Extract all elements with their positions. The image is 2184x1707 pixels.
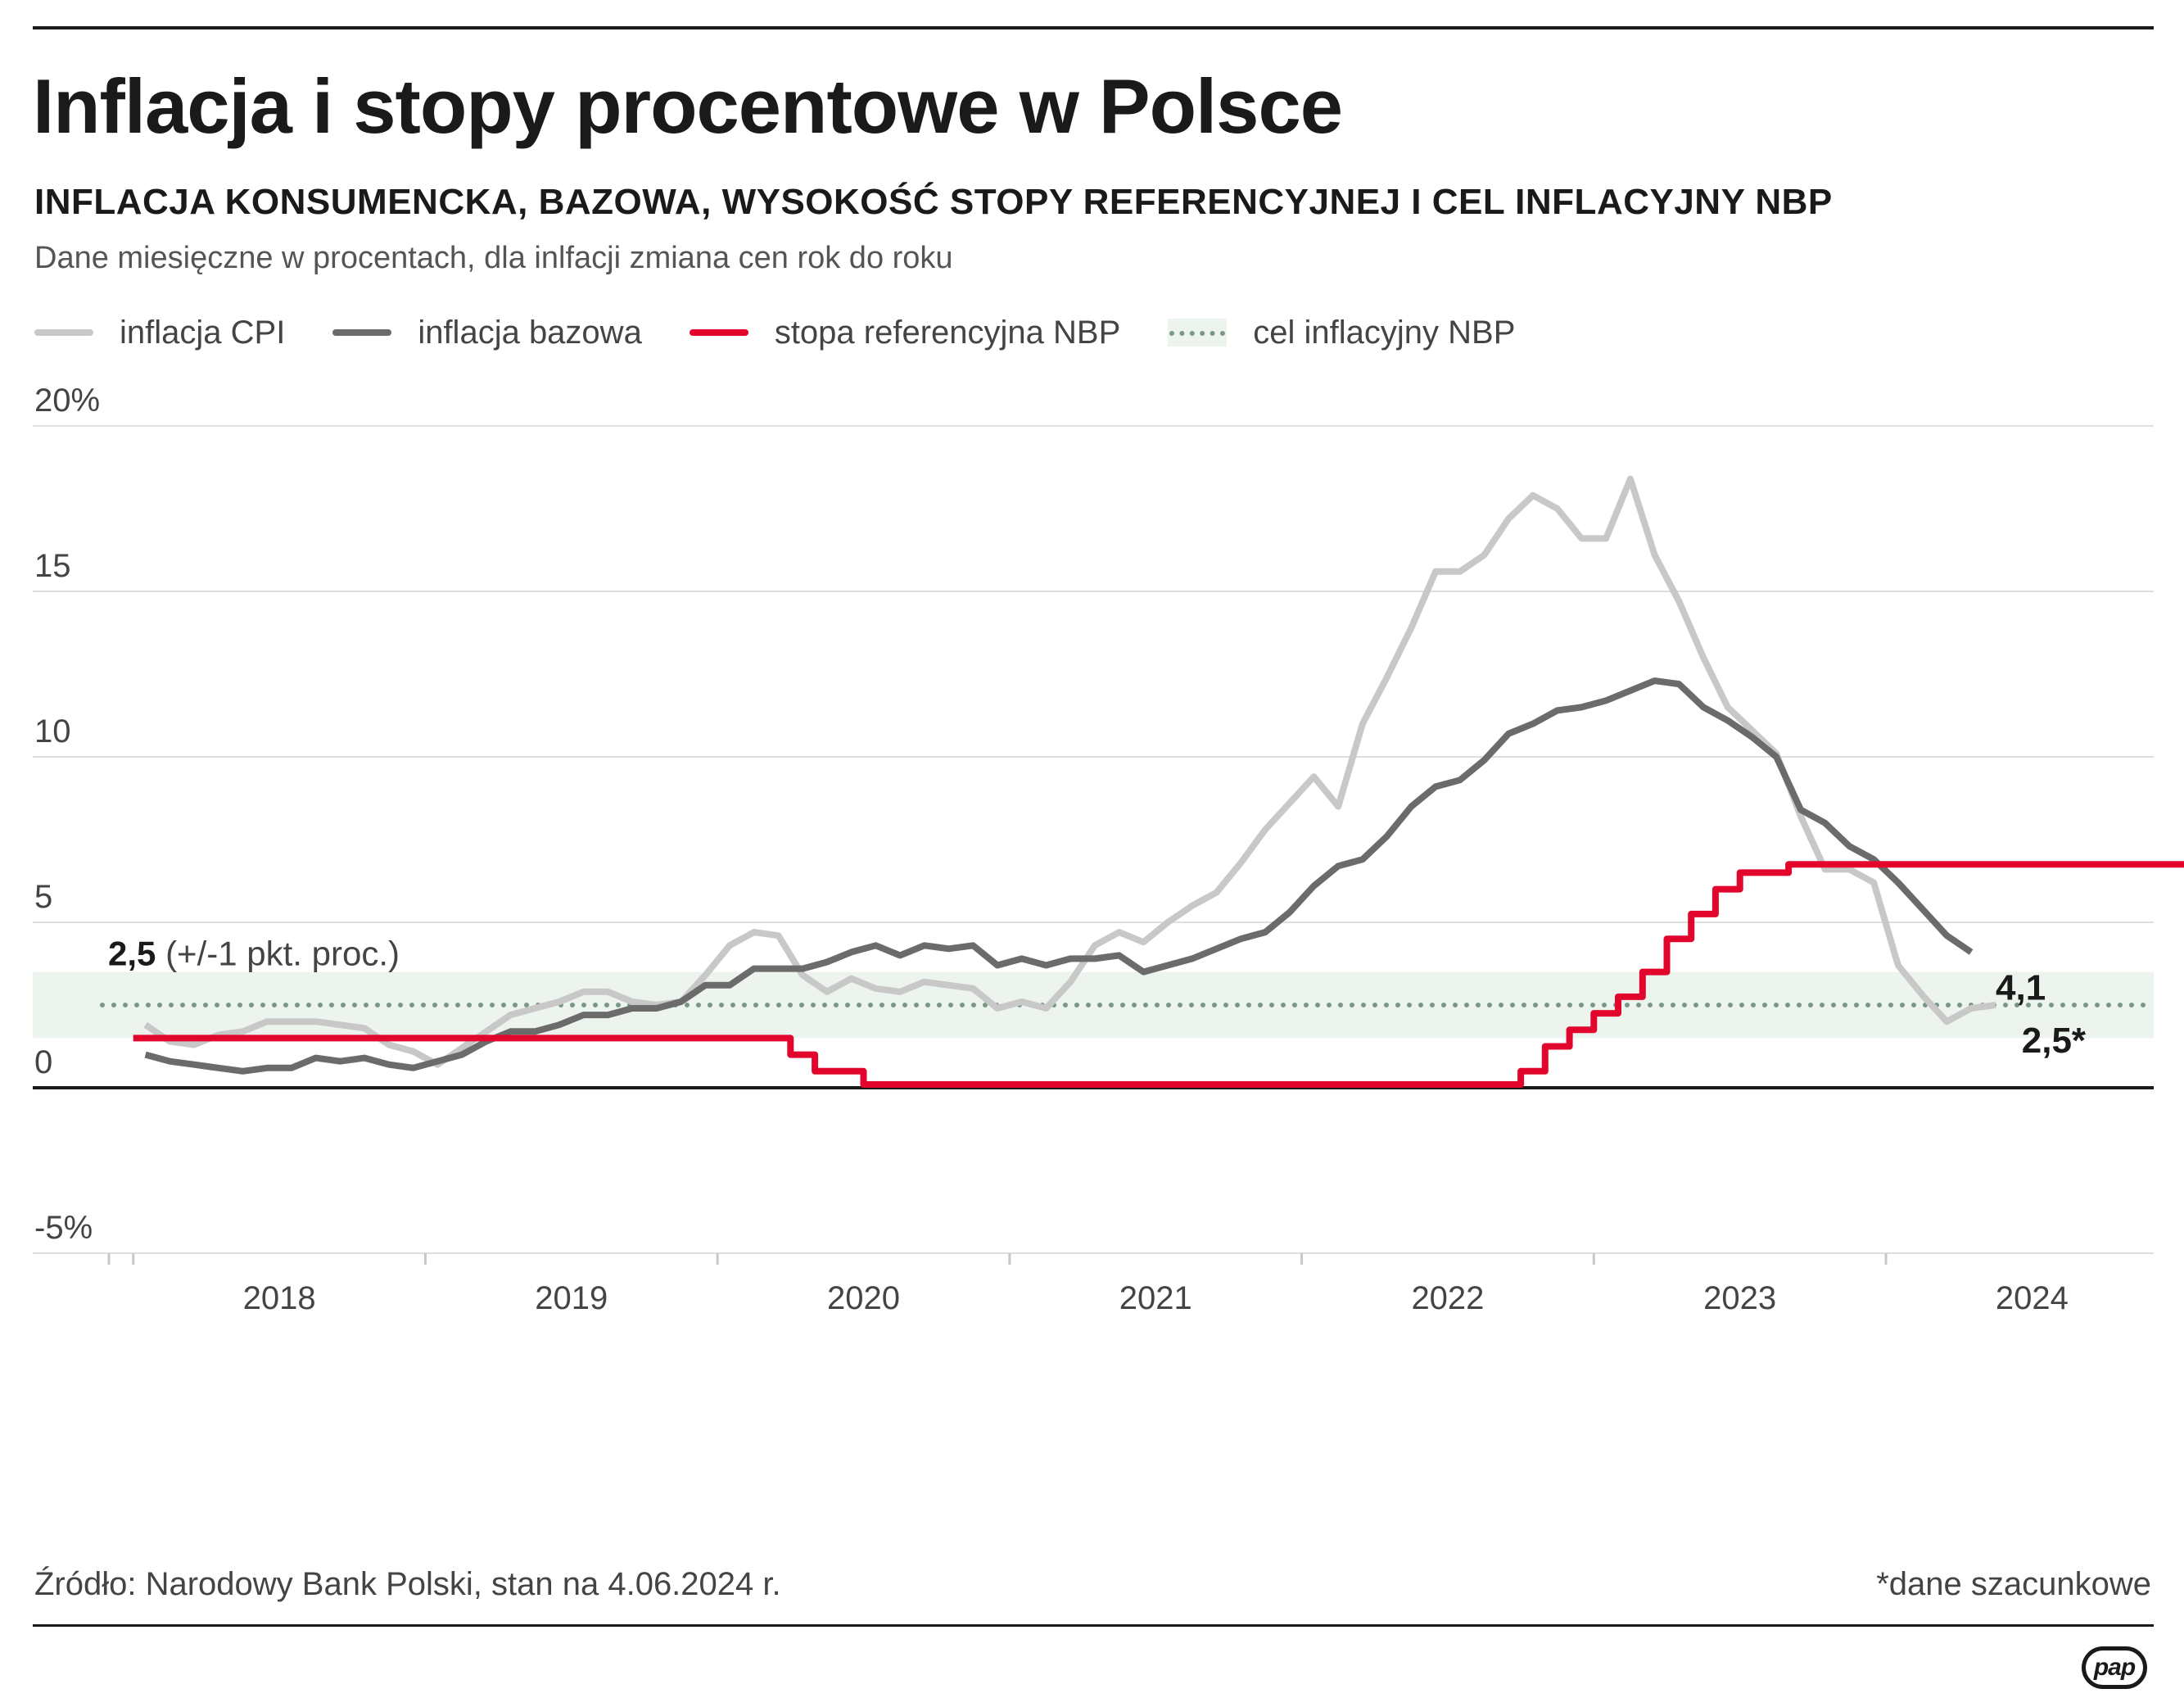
x-tick-label: 2022 bbox=[1411, 1280, 1484, 1316]
top-rule bbox=[33, 26, 2154, 29]
target-band-layer bbox=[33, 971, 2156, 1039]
target-band-range: (+/-1 pkt. proc.) bbox=[165, 935, 400, 973]
legend-item-cpi: inflacja CPI bbox=[34, 315, 285, 351]
x-tick-label: 2019 bbox=[535, 1280, 608, 1316]
series-rate-line bbox=[133, 861, 2184, 1088]
y-tick-label: 0 bbox=[34, 1044, 52, 1080]
target-band-label: 2,5 (+/-1 pkt. proc.) bbox=[108, 935, 400, 973]
y-tick-label: 20% bbox=[34, 383, 100, 419]
target-band-value: 2,5 bbox=[108, 935, 165, 973]
x-tick-label: 2024 bbox=[1996, 1280, 2069, 1316]
chart-plot: 20% 15 10 5 0 -5% 2018 2019 2020 2021 2022 2023 202… bbox=[33, 383, 2184, 1316]
estimate-note: *dane szacunkowe bbox=[1876, 1566, 2151, 1602]
chart-subtitle: INFLACJA KONSUMENCKA, BAZOWA, WYSOKOŚĆ S… bbox=[34, 182, 1833, 222]
legend: inflacja CPI inflacja bazowa stopa refer… bbox=[34, 310, 1562, 355]
legend-label-core: inflacja bazowa bbox=[418, 314, 642, 351]
gridlines-layer bbox=[33, 425, 2154, 1254]
bottom-rule bbox=[33, 1624, 2154, 1627]
annotations-layer: 2,5*4,15,752,5 (+/-1 pkt. proc.) bbox=[108, 935, 2087, 1061]
legend-item-core: inflacja bazowa bbox=[332, 315, 642, 351]
legend-item-rate: stopa referencyjna NBP bbox=[689, 314, 1121, 351]
x-axis-layer: 2018 2019 2020 2021 2022 2023 2024 bbox=[107, 1253, 2069, 1316]
series-layer bbox=[133, 475, 2184, 1088]
pap-logo: pap bbox=[2082, 1646, 2147, 1689]
y-tick-label: 5 bbox=[34, 879, 52, 915]
legend-item-target: cel inflacyjny NBP bbox=[1168, 315, 1515, 351]
y-tick-label: 10 bbox=[34, 713, 71, 749]
series-end-label: 4,1 bbox=[1996, 967, 2046, 1007]
legend-swatch-rate bbox=[689, 329, 748, 336]
y-tick-labels-layer: 20% 15 10 5 0 -5% bbox=[34, 383, 100, 1246]
legend-swatch-target bbox=[1168, 319, 1228, 346]
legend-swatch-cpi bbox=[34, 329, 93, 336]
legend-label-target: cel inflacyjny NBP bbox=[1253, 314, 1516, 351]
x-tick-label: 2018 bbox=[243, 1280, 316, 1316]
y-tick-label: 15 bbox=[34, 548, 71, 584]
legend-label-cpi: inflacja CPI bbox=[120, 314, 286, 351]
x-tick-label: 2021 bbox=[1119, 1280, 1192, 1316]
source-note: Źródło: Narodowy Bank Polski, stan na 4.… bbox=[34, 1566, 781, 1602]
x-tick-label: 2023 bbox=[1703, 1280, 1776, 1316]
series-end-label: 2,5* bbox=[2022, 1021, 2087, 1061]
y-tick-label: -5% bbox=[34, 1210, 93, 1246]
legend-swatch-core bbox=[332, 329, 392, 336]
chart-description: Dane miesięczne w procentach, dla inlfac… bbox=[34, 241, 953, 275]
legend-label-rate: stopa referencyjna NBP bbox=[774, 314, 1121, 351]
chart-title: Inflacja i stopy procentowe w Polsce bbox=[33, 63, 1343, 149]
series-core-line bbox=[144, 677, 1974, 1075]
x-tick-label: 2020 bbox=[827, 1280, 900, 1316]
